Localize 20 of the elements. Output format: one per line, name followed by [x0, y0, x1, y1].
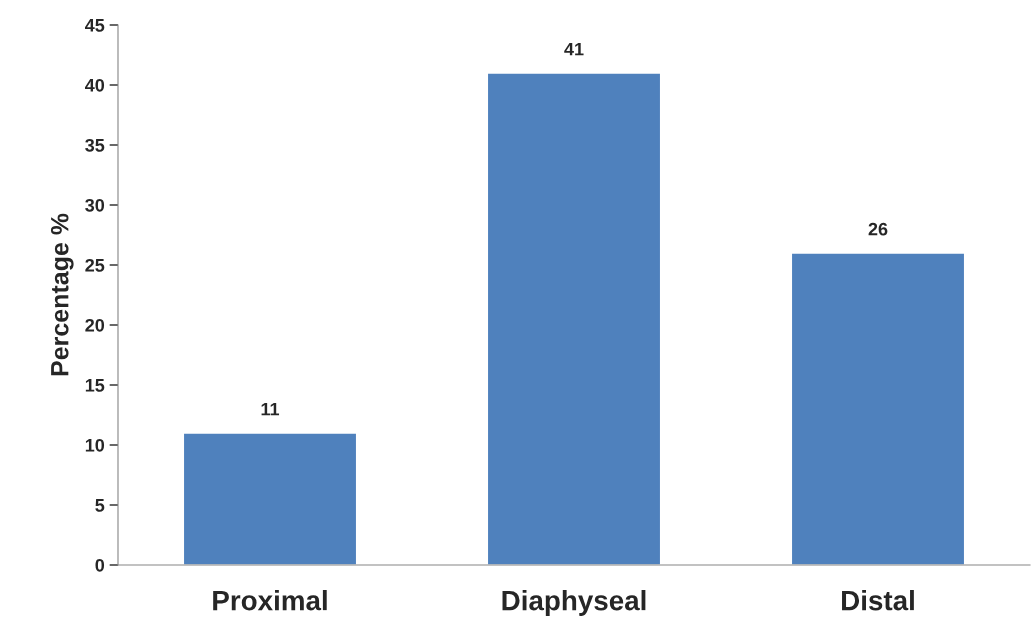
y-tick-label: 40: [85, 78, 105, 92]
bar: [182, 432, 358, 565]
x-tick-label: Proximal: [213, 590, 327, 611]
x-tick-label: Distal: [842, 590, 914, 611]
y-tick-label: 30: [85, 198, 105, 212]
y-tick-label: 15: [85, 379, 105, 392]
bar: [486, 72, 662, 565]
data-label: 11: [261, 402, 280, 416]
data-label: 41: [564, 42, 584, 56]
x-tick-label: Diaphyseal: [502, 590, 646, 616]
y-tick-label: 10: [85, 438, 105, 452]
y-tick-label: 45: [85, 19, 105, 32]
y-tick-label: 20: [85, 318, 105, 332]
y-tick-label: 5: [95, 499, 105, 512]
y-axis-title: Percentage %: [50, 213, 74, 376]
y-tick-label: 35: [85, 138, 105, 152]
bar: [790, 252, 966, 565]
y-tick-label: 0: [95, 558, 105, 572]
y-tick-label: 25: [85, 258, 105, 272]
data-label: 26: [868, 222, 888, 236]
